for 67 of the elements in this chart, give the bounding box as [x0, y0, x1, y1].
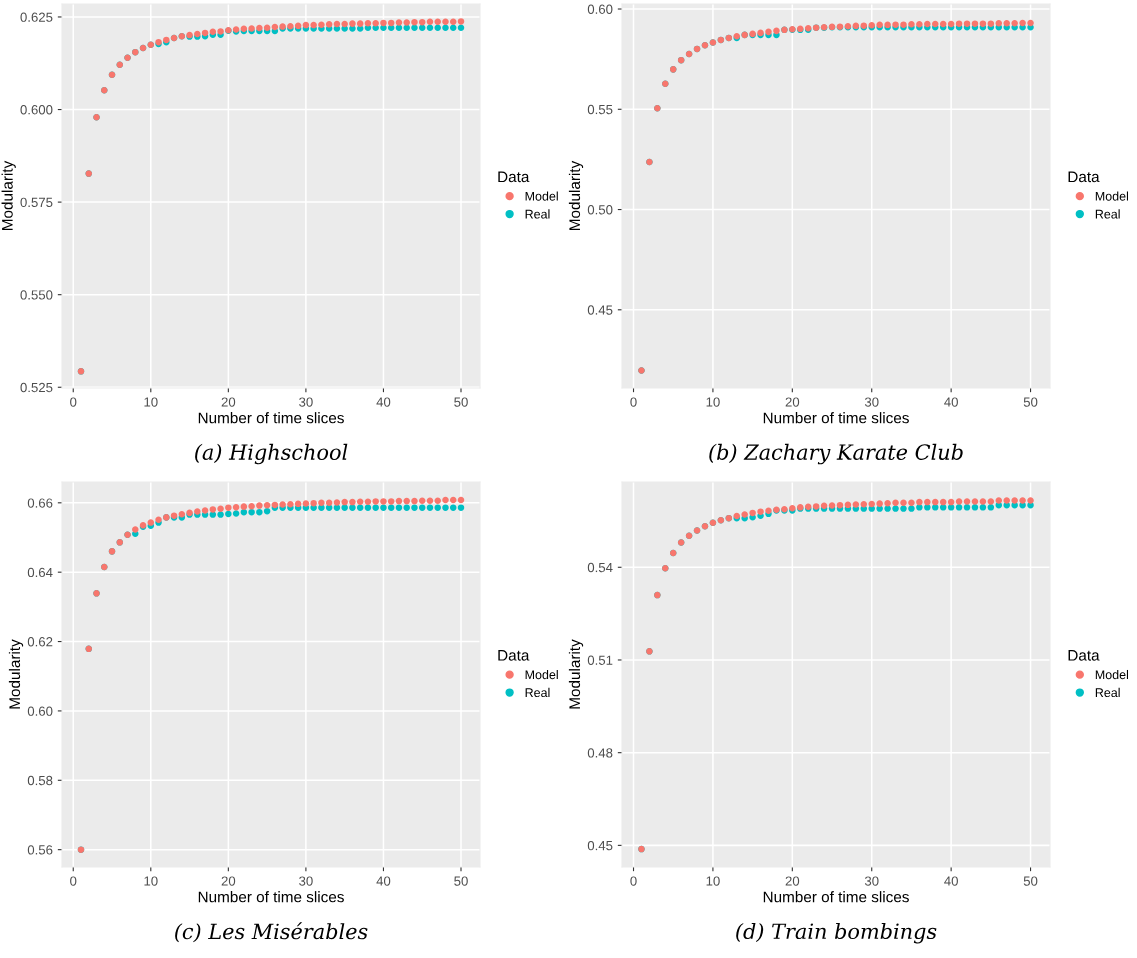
text: (a) Highschool	[195, 443, 348, 465]
legend-label: Model	[525, 191, 558, 201]
x-tick-label: 10	[144, 876, 158, 886]
legend-label: Real	[1095, 687, 1120, 698]
y-tick-label: 0.45	[587, 305, 613, 315]
legend-title: Data	[498, 650, 530, 661]
x-tick-label: 20	[785, 876, 800, 886]
x-tick-label: 50	[1023, 397, 1038, 407]
x-tick-label: 40	[944, 397, 958, 407]
legend-label: Model	[525, 669, 558, 680]
x-tick-label: 40	[376, 876, 391, 886]
y-tick-label: 0.58	[27, 775, 53, 786]
text: (c) Les Misérables	[175, 922, 368, 943]
x-axis-title: Number of time slices	[763, 412, 909, 424]
x-tick-label: 30	[864, 876, 879, 886]
x-tick-label: 0	[70, 876, 77, 886]
y-axis-title: Modularity	[8, 639, 24, 709]
y-axis-title: Modularity	[1, 160, 16, 230]
x-axis-title: Number of time slices	[198, 891, 344, 903]
y-tick-label: 0.64	[27, 567, 53, 578]
y-axis-title: Modularity	[568, 639, 584, 709]
y-tick-label: 0.575	[20, 197, 53, 208]
x-tick-label: 10	[706, 876, 720, 886]
x-tick-label: 50	[454, 397, 468, 407]
y-tick-label: 0.625	[20, 12, 53, 22]
y-tick-label: 0.550	[20, 290, 53, 300]
y-tick-label: 0.60	[27, 706, 53, 716]
legend-label: Real	[525, 687, 550, 698]
text: (d) Train bombings	[736, 922, 937, 944]
y-tick-label: 0.66	[27, 498, 53, 508]
x-tick-label: 0	[630, 876, 637, 886]
x-tick-label: 40	[944, 876, 958, 886]
y-tick-label: 0.600	[20, 105, 53, 115]
legend-label: Model	[1095, 669, 1129, 680]
y-tick-label: 0.51	[587, 655, 613, 665]
x-axis-title: Number of time slices	[763, 891, 909, 903]
y-tick-label: 0.56	[27, 845, 53, 855]
x-tick-label: 0	[630, 397, 637, 407]
legend-label: Real	[1095, 209, 1120, 219]
x-tick-label: 30	[864, 397, 879, 407]
x-tick-label: 30	[299, 397, 313, 407]
legend-title: Data	[1068, 650, 1100, 661]
y-tick-label: 0.48	[587, 748, 613, 758]
x-tick-label: 20	[221, 397, 236, 407]
legend-title: Data	[498, 171, 530, 183]
x-tick-label: 20	[785, 397, 800, 407]
x-tick-label: 20	[221, 876, 236, 886]
y-tick-label: 0.54	[587, 562, 613, 573]
x-tick-label: 10	[144, 397, 158, 407]
y-tick-label: 0.55	[587, 104, 613, 115]
y-tick-label: 0.45	[587, 840, 613, 851]
y-tick-label: 0.60	[587, 4, 613, 14]
x-tick-label: 10	[706, 397, 720, 407]
legend-label: Model	[1095, 191, 1129, 201]
y-tick-label: 0.525	[20, 382, 53, 393]
x-axis-title: Number of time slices	[198, 412, 344, 424]
x-tick-label: 30	[299, 876, 313, 886]
y-tick-label: 0.50	[587, 205, 613, 215]
legend-title: Data	[1068, 171, 1100, 183]
x-tick-label: 50	[454, 876, 468, 886]
x-tick-label: 50	[1023, 876, 1038, 886]
x-tick-label: 0	[70, 397, 77, 407]
text: (b) Zachary Karate Club	[709, 443, 963, 465]
y-tick-label: 0.62	[27, 637, 53, 647]
legend-label: Real	[525, 209, 550, 219]
y-axis-title: Modularity	[568, 160, 584, 230]
x-tick-label: 40	[376, 397, 391, 407]
